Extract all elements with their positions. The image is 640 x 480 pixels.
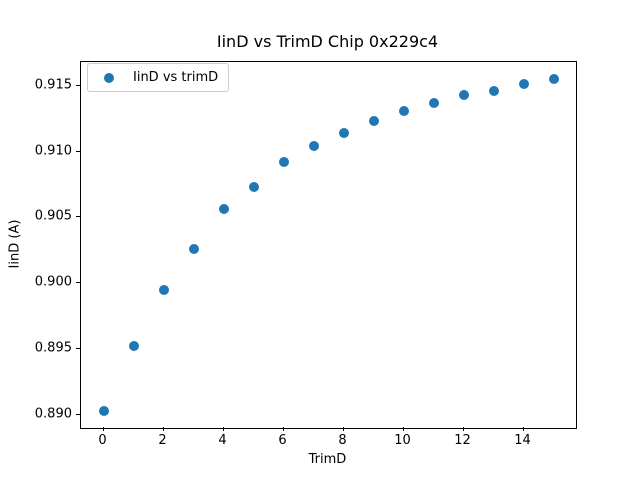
y-tick-mark [76,348,80,349]
y-tick-label: 0.910 [34,143,72,159]
data-point [158,284,169,295]
y-tick-mark [76,282,80,284]
y-tick-label: 0.900 [34,274,72,290]
x-tick-mark [402,427,404,431]
x-tick-mark [282,427,284,431]
data-point [248,182,259,193]
y-axis-label: IinD (A) [7,219,23,269]
y-tick-label: 0.905 [34,208,72,224]
x-tick-label: 12 [454,433,471,448]
x-tick-mark [462,427,464,431]
data-point [308,141,319,152]
x-tick-mark [522,427,524,431]
data-point [128,341,139,352]
x-tick-label: 8 [338,433,347,448]
data-point [428,97,439,108]
x-tick-label: 14 [514,433,531,448]
chart-title: IinD vs TrimD Chip 0x229c4 [216,32,439,51]
legend-label: IinD vs trimD [133,70,219,85]
data-point [548,74,559,85]
x-tick-label: 2 [158,433,167,448]
data-point [398,105,409,116]
x-tick-mark [342,427,344,431]
data-point [488,85,499,96]
y-tick-mark [76,150,80,152]
data-point [218,204,229,215]
data-point [338,128,349,139]
x-tick-mark [222,427,224,431]
plot-area: IinD vs trimD [80,61,577,429]
data-point [98,405,109,416]
y-tick-label: 0.890 [34,406,72,422]
data-point [188,243,199,254]
y-tick-label: 0.915 [34,77,72,93]
y-tick-label: 0.895 [34,340,72,356]
x-tick-mark [162,427,164,431]
x-axis-label: TrimD [308,452,347,467]
x-tick-mark [102,427,104,431]
y-tick-mark [76,216,80,218]
y-tick-mark [76,413,80,415]
data-point [278,157,289,168]
x-tick-label: 10 [394,433,411,448]
y-tick-mark [76,84,80,86]
x-tick-label: 4 [218,433,227,448]
data-point [518,79,529,90]
legend: IinD vs trimD [87,63,229,92]
legend-marker-icon [104,72,114,83]
x-tick-label: 6 [278,433,287,448]
data-point [458,89,469,100]
data-point [368,116,379,127]
x-tick-label: 0 [98,433,107,448]
